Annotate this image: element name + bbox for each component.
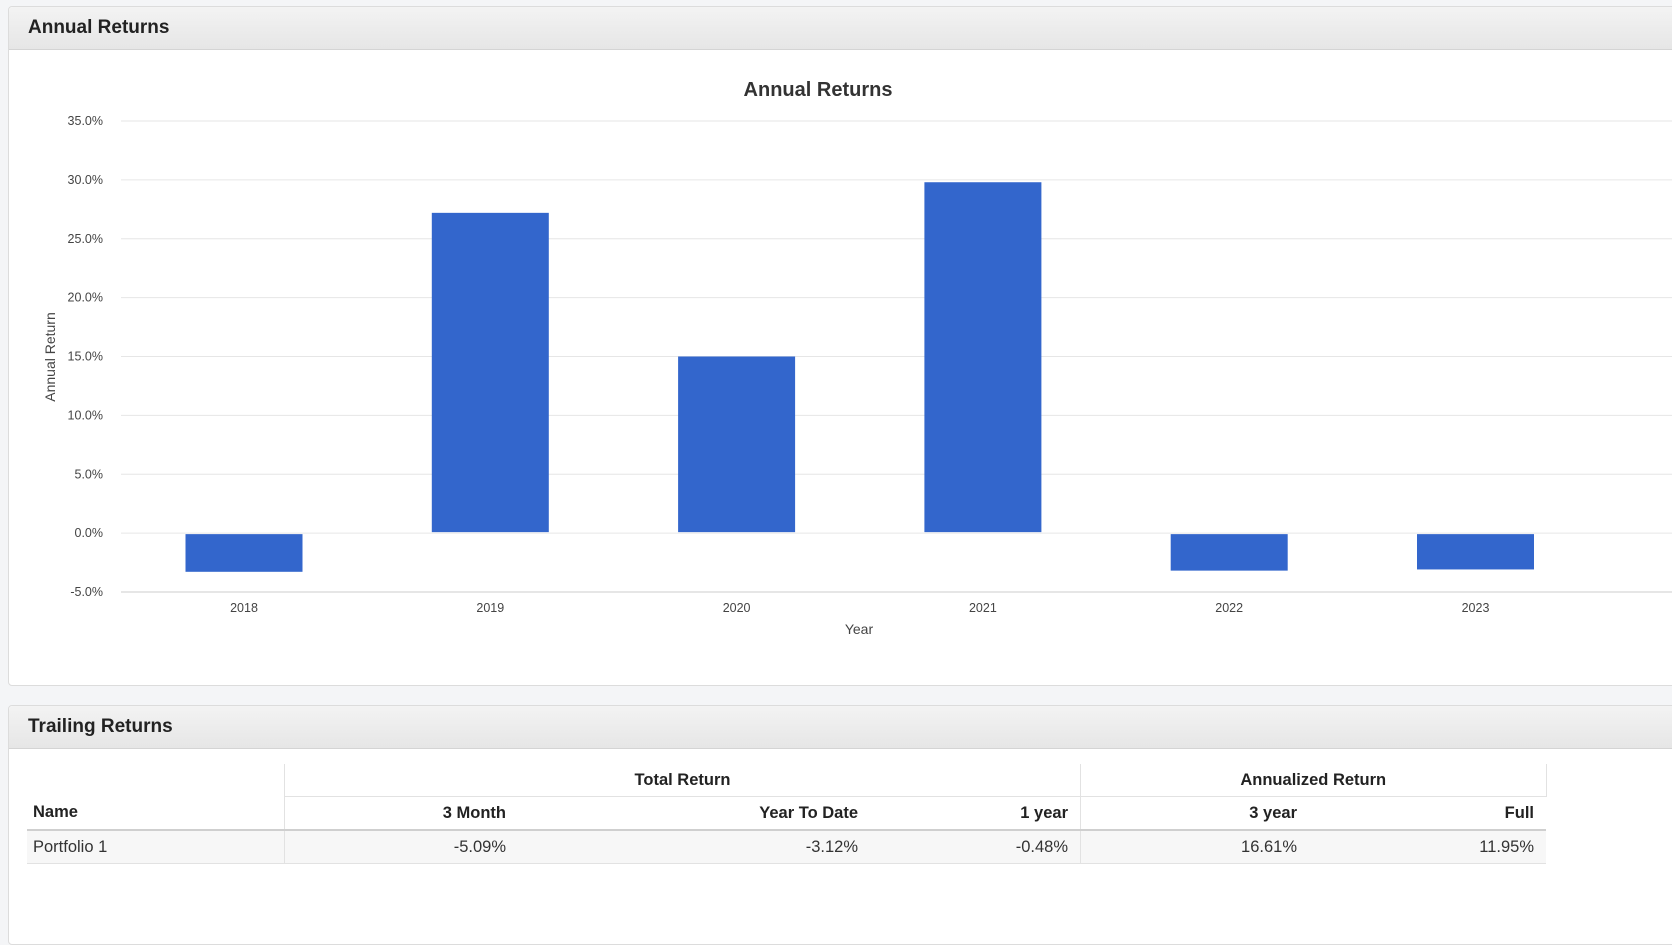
- table-group-header-row: Total Return Annualized Return: [27, 764, 1547, 797]
- column-header-year-to-date: Year To Date: [518, 796, 870, 831]
- row-3-year-cell: 16.61%: [1080, 830, 1309, 864]
- x-axis-label: Year: [845, 621, 874, 637]
- bar-2019[interactable]: [431, 212, 549, 533]
- x-tick-label: 2019: [476, 601, 504, 615]
- y-tick-label: 30.0%: [68, 173, 103, 187]
- x-tick-label: 2018: [230, 601, 258, 615]
- row-year-to-date-cell: -3.12%: [518, 830, 870, 864]
- y-tick-label: 35.0%: [68, 114, 103, 128]
- column-header-full: Full: [1309, 796, 1546, 831]
- chart-title: Annual Returns: [744, 79, 893, 101]
- column-header-1-year: 1 year: [870, 796, 1081, 831]
- column-header-3-year: 3 year: [1080, 796, 1309, 831]
- table-row: Portfolio 1 -5.09% -3.12% -0.48% 16.61% …: [27, 830, 1546, 864]
- row-full-cell: 11.95%: [1309, 830, 1546, 864]
- y-axis-label: Annual Return: [42, 312, 58, 402]
- y-tick-label: 25.0%: [68, 232, 103, 246]
- y-tick-label: 10.0%: [68, 408, 103, 422]
- group-header-spacer: [27, 764, 285, 797]
- bar-2018[interactable]: [185, 534, 303, 572]
- x-tick-label: 2023: [1462, 601, 1490, 615]
- bar-2023[interactable]: [1417, 534, 1534, 570]
- x-tick-label: 2020: [723, 601, 751, 615]
- table-column-header-row: Name 3 Month Year To Date 1 year 3 year …: [27, 796, 1546, 831]
- annual-returns-header: Annual Returns: [9, 7, 1672, 50]
- trailing-returns-panel: Trailing Returns Total Return Annualized…: [8, 705, 1672, 945]
- annual-returns-panel: Annual Returns: [8, 6, 1672, 686]
- column-header-name: Name: [27, 796, 285, 831]
- annual-returns-chart: Annual Returns -5.0% 0.0% 5.0% 10.0% 15.0% 20…: [42, 79, 1672, 637]
- y-tick-label: 0.0%: [75, 526, 104, 540]
- trailing-returns-table: Total Return Annualized Return Name 3 Mo…: [27, 764, 1547, 864]
- x-tick-label: 2022: [1215, 601, 1243, 615]
- row-name-cell: Portfolio 1: [27, 830, 285, 864]
- y-tick-label: 15.0%: [68, 350, 103, 364]
- trailing-returns-header: Trailing Returns: [9, 706, 1672, 749]
- bar-2021[interactable]: [924, 182, 1042, 533]
- group-header-annualized-return: Annualized Return: [1080, 764, 1547, 797]
- bar-2020[interactable]: [678, 356, 796, 533]
- bar-2022[interactable]: [1170, 534, 1288, 571]
- x-tick-label: 2021: [969, 601, 997, 615]
- y-tick-label: -5.0%: [70, 585, 103, 599]
- row-3-month-cell: -5.09%: [284, 830, 518, 864]
- column-header-3-month: 3 Month: [284, 796, 518, 831]
- row-1-year-cell: -0.48%: [870, 830, 1081, 864]
- y-tick-label: 20.0%: [68, 291, 103, 305]
- y-tick-label: 5.0%: [75, 467, 104, 481]
- group-header-total-return: Total Return: [284, 764, 1081, 797]
